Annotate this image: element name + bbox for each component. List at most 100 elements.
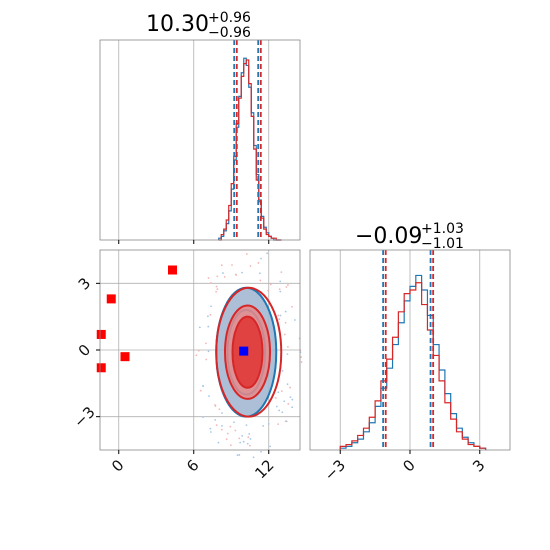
- sample-dot: [267, 289, 270, 292]
- title-y-value: −0.09: [355, 224, 422, 249]
- title-x-minus: −0.96: [208, 25, 251, 41]
- sample-dot: [275, 405, 278, 408]
- scatter-y-ticklabels: 3 0 −3: [70, 274, 98, 431]
- sample-dot: [249, 265, 252, 267]
- sample-dot: [215, 290, 218, 293]
- sample-dot: [260, 257, 262, 260]
- sample-dot: [221, 412, 223, 414]
- sample-dot: [220, 428, 223, 431]
- title-y-plus: +1.03: [421, 221, 464, 237]
- sample-dot: [249, 438, 252, 440]
- histogram-series-sample_b: [339, 282, 487, 450]
- sample-dot: [245, 253, 248, 255]
- sample-dot: [241, 271, 243, 274]
- sample-dot: [229, 425, 232, 428]
- sample-dot: [238, 437, 241, 440]
- sample-dot: [284, 310, 287, 313]
- sample-dot: [207, 277, 210, 279]
- panel-background: [100, 40, 300, 240]
- sample-dot: [280, 271, 283, 274]
- sample-dot: [262, 425, 265, 427]
- scatter-2d-panel: [96, 249, 303, 459]
- sample-dot: [278, 409, 281, 412]
- sample-dot: [277, 391, 280, 394]
- sample-dot: [281, 369, 284, 372]
- title-x-plus: +0.96: [208, 10, 251, 26]
- sample-dot: [266, 252, 269, 255]
- sample-dot: [258, 272, 261, 275]
- histy-xtick-label: 3: [469, 456, 488, 475]
- sample-dot: [286, 345, 289, 348]
- sample-dot: [216, 288, 219, 290]
- sample-dot: [245, 424, 248, 427]
- title-x-value: 10.30: [146, 12, 209, 37]
- sample-dot: [278, 288, 281, 291]
- outlier-marker: [96, 329, 106, 339]
- outlier-marker: [168, 265, 177, 275]
- scatter-ytick-label: 0: [75, 341, 94, 360]
- sample-dot: [269, 445, 272, 448]
- sample-dot: [283, 333, 286, 336]
- sample-dot: [209, 313, 212, 316]
- sample-dot: [202, 416, 204, 419]
- sample-dot: [202, 385, 205, 388]
- sample-dot: [241, 435, 244, 437]
- histy-xtick-label: 0: [399, 456, 418, 475]
- sample-dot: [257, 262, 260, 264]
- sample-dot: [221, 425, 223, 427]
- sample-dot: [229, 444, 232, 447]
- sample-dot: [231, 264, 233, 266]
- sample-dot: [286, 383, 289, 386]
- sample-dot: [242, 440, 245, 443]
- sample-dot: [195, 354, 198, 357]
- contour-sample_b-outer: [215, 286, 283, 418]
- sample-dot: [246, 442, 249, 445]
- sample-dot: [284, 321, 287, 324]
- sample-dot: [205, 342, 207, 345]
- sample-dot: [199, 389, 202, 392]
- sample-dot: [208, 395, 210, 398]
- sample-dot: [269, 283, 272, 286]
- histogram-y-x-ticklabels: −3 0 3: [321, 456, 489, 484]
- scatter-x-ticklabels: 0 6 12: [108, 456, 277, 482]
- sample-dot: [206, 315, 209, 318]
- sample-dot: [205, 358, 208, 361]
- sample-dot: [279, 280, 282, 283]
- sample-dot: [291, 305, 293, 308]
- scatter-xtick-label: 12: [251, 456, 277, 482]
- outlier-marker: [106, 294, 116, 304]
- sample-dot: [220, 264, 223, 267]
- sample-dot: [252, 456, 255, 459]
- histogram-y-panel: [309, 249, 511, 454]
- scatter-xtick-label: 6: [183, 456, 202, 475]
- sample-dot: [260, 450, 262, 453]
- sample-dot: [207, 325, 210, 328]
- title-y-minus: −1.01: [421, 236, 464, 252]
- sample-dot: [291, 398, 294, 401]
- title-x: 10.30 +0.96 −0.96: [146, 10, 251, 41]
- sample-dot: [198, 326, 201, 329]
- sample-dot: [214, 419, 217, 421]
- outlier-marker: [120, 352, 130, 362]
- sample-dot: [291, 406, 294, 409]
- scatter-ytick-label: 3: [75, 274, 94, 293]
- sample-dot: [281, 411, 284, 414]
- sample-dot: [274, 396, 277, 399]
- sample-dot: [289, 386, 291, 389]
- title-y: −0.09 +1.03 −1.01: [355, 221, 464, 252]
- sample-dot: [248, 444, 251, 447]
- sample-dot: [279, 314, 282, 317]
- sample-dot: [215, 285, 218, 288]
- sample-dot: [234, 429, 237, 432]
- sample-dot: [197, 349, 200, 352]
- sample-dot: [215, 424, 218, 426]
- sample-dot: [286, 353, 289, 356]
- sample-dot: [300, 361, 303, 363]
- sample-dot: [209, 282, 212, 284]
- sample-dot: [216, 275, 219, 278]
- center-marker: [239, 346, 249, 356]
- sample-dot: [300, 356, 302, 358]
- histy-xtick-label: −3: [321, 456, 349, 484]
- sample-dot: [277, 314, 280, 317]
- sample-dot: [284, 420, 287, 423]
